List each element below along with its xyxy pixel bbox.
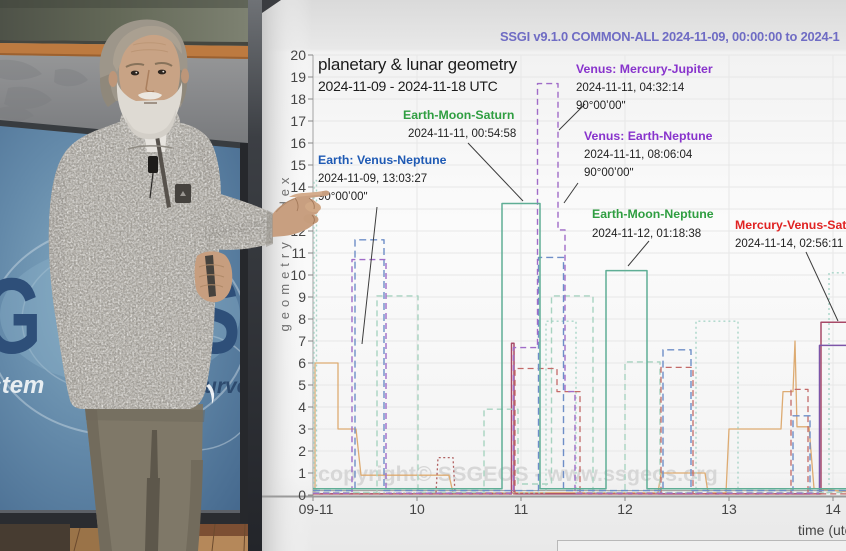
svg-text:11: 11 — [291, 245, 306, 261]
svg-text:15: 15 — [290, 157, 306, 173]
svg-text:Mercury-Venus-Saturn: Mercury-Venus-Saturn — [735, 218, 846, 232]
svg-text:09-11: 09-11 — [299, 501, 334, 517]
svg-text:time (utc): time (utc) — [798, 522, 846, 538]
svg-text:90°00ʼ00ʺ: 90°00ʼ00ʺ — [576, 100, 626, 112]
svg-text:2024-11-14, 02:56:11: 2024-11-14, 02:56:11 — [735, 238, 843, 250]
svg-text:0: 0 — [298, 487, 306, 503]
svg-text:4: 4 — [298, 399, 306, 415]
svg-text:17: 17 — [290, 113, 306, 129]
svg-text:12: 12 — [617, 501, 633, 517]
svg-text:11: 11 — [514, 501, 529, 517]
svg-text:7: 7 — [298, 333, 306, 349]
svg-text:18: 18 — [290, 91, 306, 107]
svg-text:14: 14 — [825, 501, 841, 517]
svg-text:10: 10 — [409, 501, 425, 517]
svg-text:2024-11-12, 01:18:38: 2024-11-12, 01:18:38 — [592, 228, 701, 240]
svg-text:2024-11-09, 13:03:27: 2024-11-09, 13:03:27 — [318, 173, 427, 185]
svg-text:8: 8 — [298, 311, 306, 327]
svg-text:2024-11-09 - 2024-11-18 UTC: 2024-11-09 - 2024-11-18 UTC — [318, 78, 498, 94]
svg-text:Venus: Earth-Neptune: Venus: Earth-Neptune — [584, 129, 713, 143]
svg-text:Earth-Moon-Neptune: Earth-Moon-Neptune — [592, 207, 714, 221]
svg-text:19: 19 — [290, 69, 306, 85]
svg-text:System: System — [0, 372, 44, 399]
svg-text:20: 20 — [290, 47, 306, 63]
svg-text:2024-11-11, 08:06:04: 2024-11-11, 08:06:04 — [584, 149, 693, 161]
svg-text:geometry index: geometry index — [277, 173, 292, 332]
svg-text:90°00ʼ00ʺ: 90°00ʼ00ʺ — [584, 167, 634, 179]
svg-text:SSGI v9.1.0 COMMON-ALL 2024-11: SSGI v9.1.0 COMMON-ALL 2024-11-09, 00:00… — [500, 29, 840, 44]
svg-text:90°00ʼ00ʺ: 90°00ʼ00ʺ — [318, 191, 368, 203]
svg-text:G: G — [0, 255, 42, 376]
svg-text:6: 6 — [298, 355, 306, 371]
svg-text:13: 13 — [721, 501, 737, 517]
svg-text:1: 1 — [298, 465, 306, 481]
svg-text:Venus: Mercury-Jupiter: Venus: Mercury-Jupiter — [576, 62, 713, 76]
svg-text:planetary & lunar geometry: planetary & lunar geometry — [318, 55, 518, 74]
svg-text:10: 10 — [290, 267, 306, 283]
svg-text:14: 14 — [290, 179, 306, 195]
svg-text:Earth-Moon-Saturn: Earth-Moon-Saturn — [403, 108, 514, 122]
svg-text:9: 9 — [298, 289, 306, 305]
svg-text:2024-11-11, 04:32:14: 2024-11-11, 04:32:14 — [576, 82, 685, 94]
svg-text:2: 2 — [298, 443, 306, 459]
svg-text:16: 16 — [290, 135, 306, 151]
svg-text:2024-11-11, 00:54:58: 2024-11-11, 00:54:58 — [408, 128, 516, 140]
svg-text:3: 3 — [298, 421, 306, 437]
svg-text:Earth: Venus-Neptune: Earth: Venus-Neptune — [318, 153, 447, 167]
svg-text:5: 5 — [298, 377, 306, 393]
